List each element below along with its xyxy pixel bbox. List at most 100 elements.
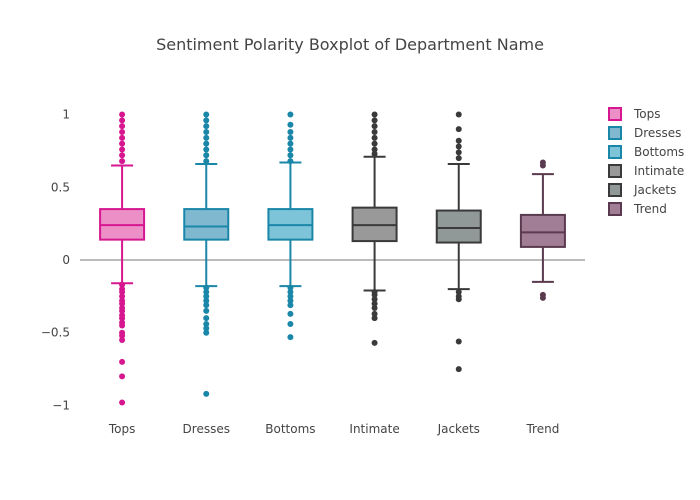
- legend-swatch: [608, 126, 622, 140]
- outlier-point: [287, 121, 294, 128]
- legend-swatch: [608, 183, 622, 197]
- outlier-point: [455, 289, 462, 295]
- outlier-point: [119, 315, 126, 322]
- box-iqr: [519, 213, 566, 248]
- outlier-point: [203, 390, 210, 397]
- outlier-point: [203, 302, 210, 309]
- legend-label: Trend: [633, 202, 667, 216]
- outlier-point: [455, 137, 462, 144]
- box-trend: [519, 159, 566, 301]
- outlier-point: [371, 310, 378, 317]
- outlier-point: [119, 399, 126, 406]
- x-tick-label: Jackets: [437, 422, 480, 436]
- outlier-point: [203, 315, 210, 322]
- legend-item-trend[interactable]: Trend: [608, 202, 667, 216]
- legend-label: Bottoms: [634, 145, 684, 159]
- outlier-point: [203, 158, 210, 165]
- outlier-point: [371, 140, 378, 147]
- outlier-point: [287, 302, 294, 309]
- outlier-point: [287, 152, 294, 159]
- legend-item-intimate[interactable]: Intimate: [608, 164, 684, 178]
- y-tick-label: −0.5: [41, 326, 70, 340]
- outlier-point: [287, 334, 294, 341]
- outlier-point: [203, 134, 210, 141]
- legend-swatch: [608, 107, 622, 121]
- outlier-point: [203, 293, 210, 300]
- outlier-point: [203, 329, 210, 336]
- outlier-point: [203, 129, 210, 135]
- outlier-point: [119, 129, 126, 135]
- legend-swatch: [608, 202, 622, 216]
- legend-label: Jackets: [633, 183, 676, 197]
- outlier-point: [371, 117, 378, 124]
- outlier-point: [287, 284, 294, 291]
- x-tick-label: Dresses: [183, 422, 230, 436]
- box-tops: [99, 111, 146, 406]
- outlier-point: [371, 291, 378, 298]
- outlier-point: [455, 149, 462, 156]
- outlier-point: [203, 123, 210, 130]
- y-tick-label: 1: [62, 108, 70, 122]
- box-intimate: [351, 111, 398, 346]
- outlier-point: [119, 123, 126, 130]
- outlier-point: [455, 155, 462, 162]
- outlier-point: [371, 296, 378, 303]
- outlier-point: [203, 111, 210, 118]
- outlier-point: [119, 117, 126, 124]
- outlier-point: [203, 325, 210, 332]
- outlier-point: [119, 322, 126, 329]
- legend-item-dresses[interactable]: Dresses: [608, 126, 681, 140]
- outlier-point: [455, 143, 462, 150]
- outlier-point: [119, 307, 126, 314]
- outlier-point: [119, 358, 126, 365]
- box-iqr: [183, 208, 230, 241]
- outlier-point: [203, 146, 210, 153]
- outlier-point: [455, 338, 462, 345]
- outlier-point: [371, 339, 378, 346]
- outlier-point: [371, 315, 378, 322]
- outlier-point: [287, 111, 294, 118]
- legend-label: Intimate: [634, 164, 684, 178]
- outlier-point: [203, 140, 210, 147]
- y-tick-label: −1: [52, 398, 70, 412]
- x-tick-label: Tops: [108, 422, 136, 436]
- outlier-point: [203, 117, 210, 124]
- outlier-point: [455, 366, 462, 373]
- outlier-point: [119, 337, 126, 343]
- y-tick-label: 0.5: [51, 180, 70, 194]
- legend-label: Tops: [633, 107, 661, 121]
- outlier-point: [119, 158, 126, 165]
- legend-item-bottoms[interactable]: Bottoms: [608, 145, 684, 159]
- outlier-point: [371, 129, 378, 135]
- outlier-point: [371, 300, 378, 307]
- outlier-point: [119, 289, 126, 295]
- y-axis: −1 −0.5 0 0.5 1: [41, 108, 585, 412]
- outlier-point: [119, 146, 126, 153]
- outlier-point: [371, 305, 378, 311]
- legend-item-tops[interactable]: Tops: [608, 107, 661, 121]
- outlier-point: [119, 134, 126, 141]
- legend[interactable]: Tops Dresses Bottoms Intimate Jackets Trend: [608, 107, 684, 216]
- boxes: [99, 111, 566, 406]
- outlier-point: [455, 296, 462, 303]
- outlier-point: [287, 129, 294, 135]
- box-dresses: [183, 111, 230, 397]
- outlier-point: [119, 281, 126, 288]
- box-iqr: [435, 209, 482, 244]
- outlier-point: [287, 146, 294, 153]
- outlier-point: [455, 126, 462, 133]
- outlier-point: [203, 321, 210, 327]
- legend-item-jackets[interactable]: Jackets: [608, 183, 676, 197]
- outlier-point: [119, 152, 126, 159]
- outlier-point: [539, 294, 546, 301]
- outlier-point: [371, 123, 378, 130]
- y-tick-label: 0: [62, 253, 70, 267]
- outlier-point: [287, 310, 294, 317]
- outlier-point: [287, 140, 294, 147]
- outlier-point: [287, 134, 294, 141]
- outlier-point: [287, 289, 294, 295]
- outlier-point: [371, 134, 378, 141]
- outlier-point: [287, 297, 294, 304]
- outlier-point: [203, 289, 210, 295]
